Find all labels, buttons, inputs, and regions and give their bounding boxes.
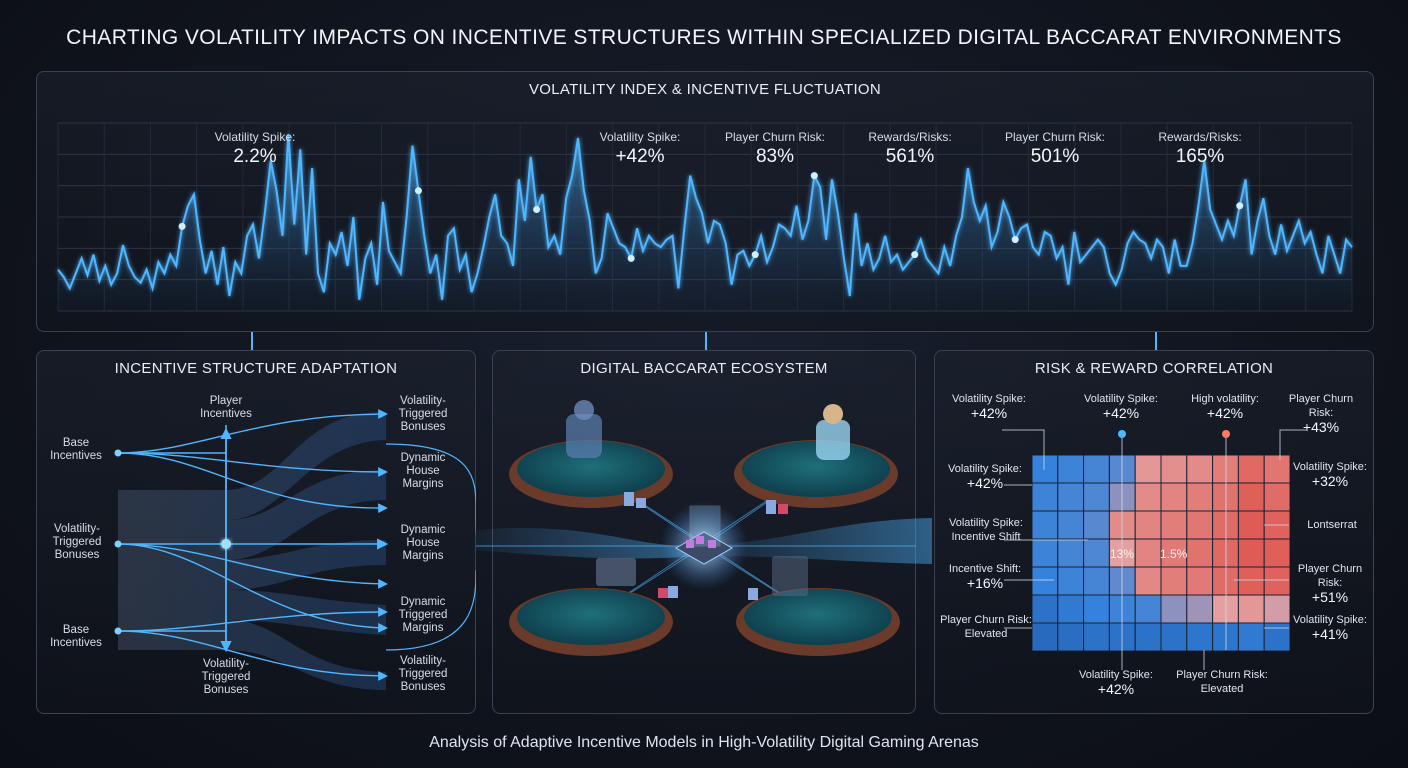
annotation-player-churn-1: Player Churn Risk: 83% bbox=[724, 130, 826, 167]
panel-connectors bbox=[251, 332, 1157, 350]
line-marker-point bbox=[627, 254, 635, 262]
line-marker-point bbox=[810, 172, 818, 180]
heatmap-cell bbox=[1237, 510, 1265, 540]
volatility-area bbox=[58, 134, 1352, 311]
baccarat-table-top-left bbox=[509, 400, 673, 508]
right-label-5: Volatility-Triggered Bonuses bbox=[398, 655, 448, 693]
risk-bottom-label-2: Player Churn Risk: Elevated bbox=[1176, 669, 1268, 695]
heatmap-cell bbox=[1057, 482, 1085, 512]
right-label-2: Dynamic House Margins bbox=[400, 452, 446, 490]
heatmap-cell bbox=[1186, 622, 1214, 651]
annotation-player-churn-2: Player Churn Risk: 501% bbox=[1004, 130, 1106, 167]
annotation-rewards-risks-1: Rewards/Risks: 561% bbox=[868, 130, 952, 167]
volatility-line-chart bbox=[57, 122, 1353, 312]
volatility-panel-title: VOLATILITY INDEX & INCENTIVE FLUCTUATION bbox=[528, 81, 882, 98]
heatmap-cell bbox=[1134, 566, 1162, 596]
risk-left-label-3: Incentive Shift: +16% bbox=[948, 563, 1022, 591]
risk-bottom-label-1: Volatility Spike: +42% bbox=[1079, 669, 1153, 697]
heatmap-cell bbox=[1160, 622, 1188, 651]
left-label-base-incentives-1: Base Incentives bbox=[50, 437, 102, 462]
heatmap-cell bbox=[1237, 622, 1265, 651]
risk-right-label-4: Volatility Spike: +41% bbox=[1293, 614, 1367, 642]
heatmap-cell bbox=[1160, 566, 1188, 596]
heatmap-cell bbox=[1057, 594, 1085, 624]
heatmap-cell bbox=[1263, 482, 1290, 512]
heatmap-cell bbox=[1083, 566, 1110, 596]
heatmap-cell bbox=[1134, 594, 1162, 624]
right-label-1: Volatility-Triggered Bonuses bbox=[398, 395, 448, 433]
line-marker-point bbox=[1011, 236, 1019, 244]
heatmap-cell bbox=[1186, 566, 1214, 596]
risk-panel-title: RISK & REWARD CORRELATION bbox=[1034, 360, 1274, 377]
heatmap-cell bbox=[1083, 510, 1110, 540]
heatmap-cell bbox=[1160, 538, 1188, 568]
risk-left-label-4: Player Churn Risk: Elevated bbox=[940, 614, 1032, 640]
baccarat-table-bottom-left bbox=[509, 558, 673, 656]
baccarat-table-bottom-right bbox=[736, 556, 900, 656]
heatmap-cell-label-1: 13% bbox=[1110, 547, 1135, 561]
line-marker-point bbox=[414, 187, 422, 195]
annotation-volatility-spike-2: Volatility Spike: +42% bbox=[599, 130, 681, 167]
heatmap-cell bbox=[1263, 566, 1290, 596]
risk-top-label-3: High volatility: +42% bbox=[1191, 393, 1259, 421]
right-label-4: Dynamic Triggered Margins bbox=[398, 596, 448, 634]
risk-right-label-1: Volatility Spike: +32% bbox=[1293, 461, 1367, 489]
risk-left-label-2: Volatility Spike: Incentive Shift bbox=[949, 517, 1023, 543]
risk-top-label-2: Volatility Spike: +42% bbox=[1084, 393, 1158, 421]
incentive-panel-title: INCENTIVE STRUCTURE ADAPTATION bbox=[114, 360, 398, 377]
heatmap-cell bbox=[1032, 622, 1059, 651]
risk-left-label-1: Volatility Spike: +42% bbox=[948, 463, 1022, 491]
heatmap-cell bbox=[1237, 538, 1265, 568]
left-label-base-incentives-2: Base Incentives bbox=[50, 624, 102, 649]
line-marker-point bbox=[178, 222, 186, 230]
heatmap-cell bbox=[1186, 510, 1214, 540]
heatmap-cell bbox=[1160, 455, 1188, 484]
heatmap-cell bbox=[1186, 455, 1214, 484]
ecosystem-panel-title: DIGITAL BACCARAT ECOSYSTEM bbox=[580, 360, 828, 377]
heatmap-callout-lines bbox=[1002, 429, 1306, 670]
annotation-volatility-spike-1: Volatility Spike: 2.2% bbox=[214, 130, 296, 167]
right-label-3: Dynamic House Margins bbox=[400, 524, 446, 562]
annotation-rewards-risks-2: Rewards/Risks: 165% bbox=[1158, 130, 1242, 167]
risk-top-label-4: Player Churn Risk: +43% bbox=[1288, 393, 1354, 435]
footer-caption: Analysis of Adaptive Incentive Models in… bbox=[429, 734, 979, 751]
incentive-flow-diagram bbox=[114, 409, 476, 690]
left-label-volatility-triggered: Volatility-Triggered Bonuses bbox=[52, 523, 102, 561]
heatmap-cell-label-2: 1.5% bbox=[1160, 547, 1188, 561]
page-title: CHARTING VOLATILITY IMPACTS ON INCENTIVE… bbox=[66, 26, 1342, 49]
heatmap-cell bbox=[1134, 538, 1162, 568]
axis-label-player-incentives: Player Incentives bbox=[200, 395, 252, 420]
risk-right-label-3: Player Churn Risk: +51% bbox=[1297, 563, 1363, 605]
line-marker-point bbox=[1236, 202, 1244, 210]
heatmap-cell bbox=[1057, 538, 1085, 568]
heatmap-cell bbox=[1057, 566, 1085, 596]
axis-label-volatility-triggered: Volatility-Triggered Bonuses bbox=[201, 658, 251, 696]
line-marker-point bbox=[533, 205, 541, 213]
risk-right-label-2: Lontserrat bbox=[1307, 519, 1357, 531]
heatmap-cell bbox=[1083, 622, 1110, 651]
line-marker-point bbox=[911, 251, 919, 259]
heatmap-cell bbox=[1160, 594, 1188, 624]
heatmap-cell bbox=[1057, 622, 1085, 651]
baccarat-table-top-right bbox=[734, 404, 898, 508]
risk-reward-heatmap bbox=[1032, 455, 1290, 651]
volatility-line bbox=[57, 134, 1353, 300]
risk-top-label-1: Volatility Spike: +42% bbox=[952, 393, 1026, 421]
heatmap-cell bbox=[1134, 622, 1162, 651]
line-marker-point bbox=[751, 251, 759, 259]
heatmap-cell bbox=[1186, 482, 1214, 512]
baccarat-ecosystem-illustration bbox=[476, 400, 932, 656]
